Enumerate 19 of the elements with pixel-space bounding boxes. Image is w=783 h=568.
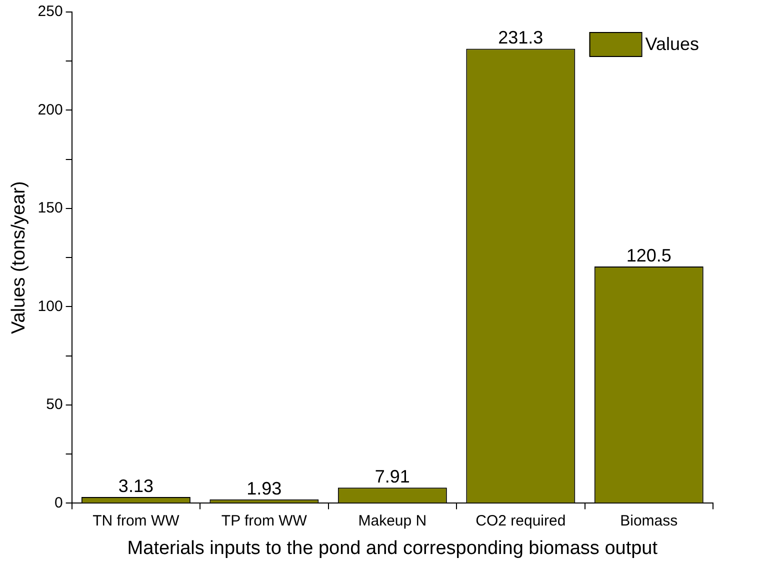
data-label: 1.93 <box>246 478 282 498</box>
data-label: 231.3 <box>498 28 544 48</box>
x-tick-label: TP from WW <box>221 512 308 530</box>
y-tick-label: 50 <box>46 396 63 414</box>
y-tick-label: 250 <box>38 3 63 20</box>
x-tick-label: TN from WW <box>92 512 180 530</box>
data-label: 3.13 <box>118 476 154 496</box>
y-tick-label: 100 <box>38 298 63 315</box>
y-axis-title: Values (tons/year) <box>8 181 30 334</box>
legend-label: Values <box>645 34 699 54</box>
x-axis-title: Materials inputs to the pond and corresponding biomass output <box>127 538 658 559</box>
x-tick-label: Makeup N <box>358 512 427 530</box>
x-tick-label: Biomass <box>620 512 678 530</box>
y-tick-label: 0 <box>54 494 63 512</box>
data-label: 7.91 <box>374 466 410 487</box>
y-tick-label: 200 <box>38 101 63 118</box>
x-tick-label: CO2 required <box>476 512 566 530</box>
y-tick-label: 150 <box>38 200 63 217</box>
data-label: 120.5 <box>626 245 672 266</box>
